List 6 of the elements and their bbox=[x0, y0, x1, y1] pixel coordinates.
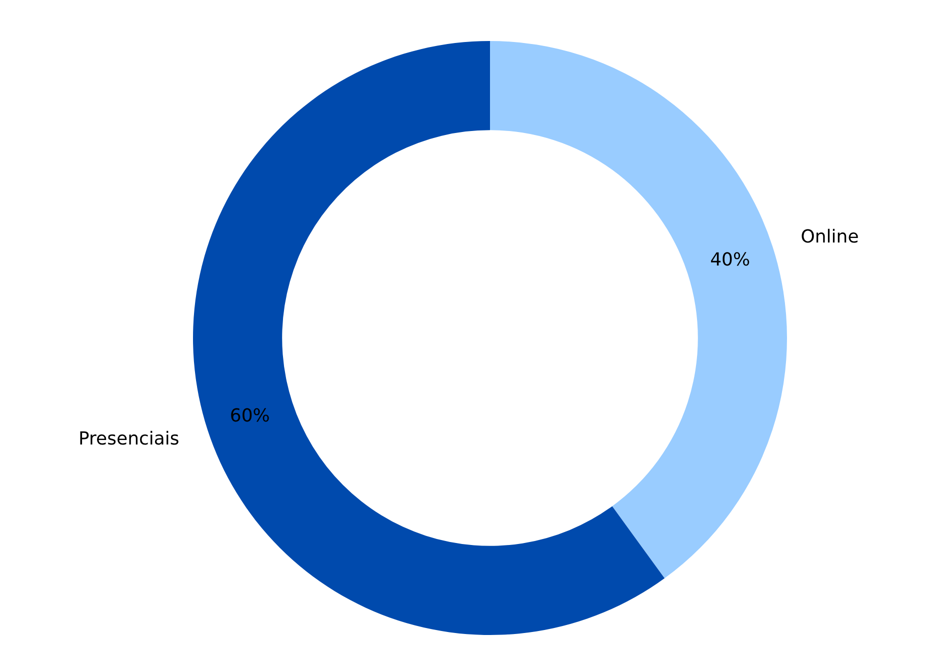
data-label: 60% bbox=[230, 406, 270, 427]
data-label: 40% bbox=[710, 249, 750, 270]
slice-label: Online bbox=[800, 226, 859, 248]
slice-label: Presenciais bbox=[78, 428, 180, 450]
donut-slice bbox=[490, 41, 786, 578]
donut-slice bbox=[193, 41, 665, 635]
